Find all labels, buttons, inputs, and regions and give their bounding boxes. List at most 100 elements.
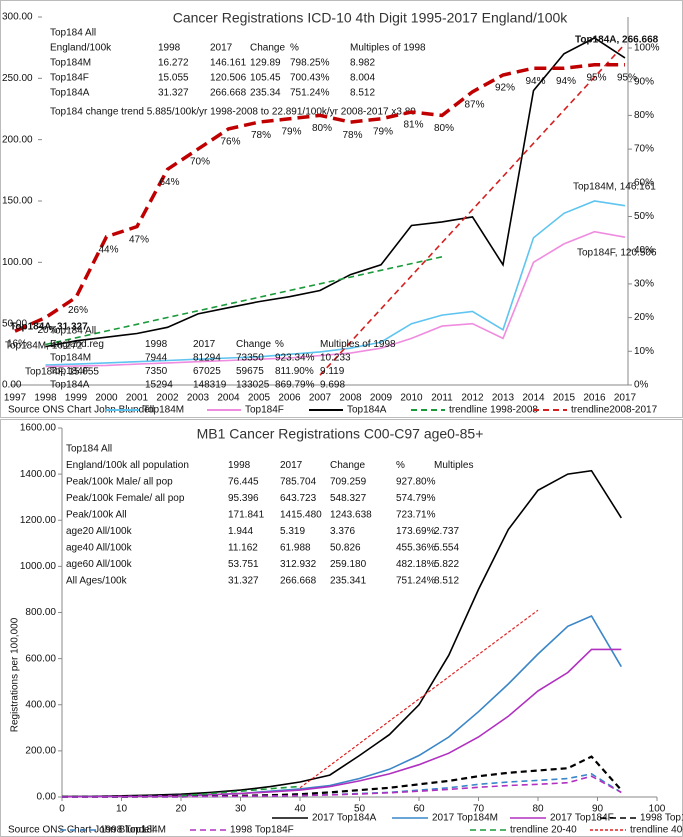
x-tick-label: 2012 <box>461 393 484 404</box>
table-cell: Top184A <box>50 88 90 99</box>
annotation: Top184A, 266.668 <box>575 35 659 46</box>
table-cell: 455.36% <box>396 543 436 554</box>
data-label: 20% <box>37 325 57 336</box>
chart-title: Cancer Registrations ICD-10 4th Digit 19… <box>173 10 569 26</box>
data-label: 80% <box>312 123 332 134</box>
table-cell: England/100k all population <box>66 460 189 471</box>
y-tick-label: 600.00 <box>25 653 56 664</box>
table-cell: 95.396 <box>228 493 259 504</box>
table-cell: 574.79% <box>396 493 436 504</box>
table-cell: 811.90% <box>275 366 314 377</box>
data-label: 44% <box>98 244 118 255</box>
x-tick-label: 80 <box>532 804 544 815</box>
table-cell: 869.79% <box>275 380 315 391</box>
chart-title: MB1 Cancer Registrations C00-C97 age0-85… <box>197 426 484 442</box>
data-label: 47% <box>129 234 149 245</box>
y-tick-label: 150.00 <box>2 196 33 207</box>
table-cell: 133025 <box>236 380 270 391</box>
table-cell: 3.376 <box>330 526 355 537</box>
x-tick-label: 2011 <box>431 393 453 404</box>
legend-label: Top184A <box>347 405 387 416</box>
x-tick-label: 2016 <box>583 393 606 404</box>
table-cell: 266.668 <box>280 576 317 587</box>
y-tick-label: 1000.00 <box>20 561 57 572</box>
table-cell: Change <box>236 339 271 350</box>
series-line <box>45 256 443 346</box>
series-line <box>45 230 626 368</box>
table-title: Top184 All <box>66 444 112 455</box>
x-tick-label: 2009 <box>370 393 393 404</box>
x-tick-label: 2014 <box>522 393 545 404</box>
data-label: 87% <box>464 99 484 110</box>
annotation: Top184F, 120.506 <box>577 248 657 259</box>
table-cell: 8.982 <box>350 58 375 69</box>
table-cell: age60 All/100k <box>66 559 133 570</box>
y2-tick-label: 10% <box>634 346 654 357</box>
table-cell: Change <box>250 43 285 54</box>
y2-tick-label: 60% <box>634 177 654 188</box>
table-cell: Multiples <box>434 460 473 471</box>
data-label: 81% <box>403 120 423 131</box>
legend-label: 2017 Top184A <box>312 813 377 824</box>
table-cell: % <box>290 43 299 54</box>
x-tick-label: 1998 <box>34 393 57 404</box>
table-cell: 105.45 <box>250 73 281 84</box>
y-tick-label: 1200.00 <box>20 515 57 526</box>
table-cell: 171.841 <box>228 510 265 521</box>
table-cell: 81294 <box>193 353 221 364</box>
y2-tick-label: 20% <box>634 312 654 323</box>
table-cell: 73350 <box>236 353 264 364</box>
table-cell: 9.698 <box>320 380 345 391</box>
table-cell: Multiples of 1998 <box>350 43 426 54</box>
table-cell: 643.723 <box>280 493 317 504</box>
legend-label: 2017 Top184F <box>550 813 614 824</box>
table-cell: 266.668 <box>210 88 247 99</box>
y-tick-label: 1600.00 <box>20 423 57 434</box>
x-tick-label: 30 <box>235 804 247 815</box>
data-label: 80% <box>434 123 454 134</box>
series-line <box>319 43 626 376</box>
x-tick-label: 2000 <box>95 393 118 404</box>
table-cell: 751.24% <box>396 576 436 587</box>
table-cell: 173.69% <box>396 526 436 537</box>
series-line <box>62 773 622 798</box>
table-cell: 785.704 <box>280 477 317 488</box>
table-cell: 700.43% <box>290 73 330 84</box>
table-cell: 8.512 <box>350 88 375 99</box>
table-cell: 9.119 <box>320 366 345 377</box>
table-cell: 709.259 <box>330 477 367 488</box>
annotation: Top184M, 16.272 <box>5 341 83 352</box>
legend-label: Top184M <box>143 405 184 416</box>
legend-label: trendline 40-70 <box>630 825 683 836</box>
table-cell: 2.737 <box>434 526 459 537</box>
y2-tick-label: 70% <box>634 144 654 155</box>
table-cell: 5.822 <box>434 559 459 570</box>
y-tick-label: 50.00 <box>2 318 27 329</box>
x-tick-label: 100 <box>649 804 666 815</box>
y2-tick-label: 80% <box>634 110 654 121</box>
table-cell: 15.055 <box>158 73 189 84</box>
table-cell: 927.80% <box>396 477 436 488</box>
table-cell: 11.162 <box>228 543 258 554</box>
table-cell: 1998 <box>228 460 251 471</box>
table-cell: 59675 <box>236 366 264 377</box>
table-cell: 723.71% <box>396 510 436 521</box>
data-label: 16% <box>7 339 27 350</box>
table-cell: 5.319 <box>280 526 305 537</box>
data-label: 95% <box>586 72 606 83</box>
x-tick-label: 2001 <box>126 393 149 404</box>
table-cell: 235.341 <box>330 576 367 587</box>
table-cell: 16.272 <box>158 58 189 69</box>
series-line <box>45 200 626 366</box>
table-cell: Change <box>330 460 365 471</box>
legend-label: 1998 Top184A <box>640 813 683 824</box>
y-tick-label: 200.00 <box>25 746 56 757</box>
data-label: 79% <box>281 126 301 137</box>
table-cell: 7350 <box>145 366 168 377</box>
table-cell: 148319 <box>193 380 227 391</box>
x-tick-label: 2004 <box>217 393 240 404</box>
table-cell: 76.445 <box>228 477 259 488</box>
table-cell: 120.506 <box>210 73 247 84</box>
table-cell: 31.327 <box>228 576 259 587</box>
